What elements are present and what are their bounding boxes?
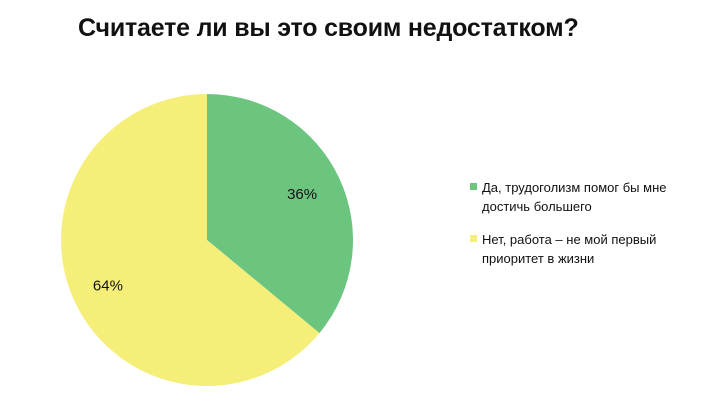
pie-slice-no — [60, 94, 320, 386]
pie-label-no: 64% — [93, 278, 123, 295]
pie-slice-yes — [207, 94, 353, 334]
chart-title: Считаете ли вы это своим недостатком? — [78, 14, 579, 42]
legend-item-yes: Да, трудоголизм помог бы мне достичь бол… — [470, 178, 715, 216]
legend-item-no: Нет, работа – не мой первый приоритет в … — [470, 230, 715, 268]
chart-legend: Да, трудоголизм помог бы мне достичь бол… — [470, 178, 715, 282]
legend-label-yes: Да, трудоголизм помог бы мне достичь бол… — [482, 180, 667, 214]
pie-label-yes: 36% — [287, 186, 317, 203]
legend-label-no: Нет, работа – не мой первый приоритет в … — [482, 232, 657, 266]
legend-swatch-no — [470, 235, 477, 242]
legend-swatch-yes — [470, 183, 477, 190]
